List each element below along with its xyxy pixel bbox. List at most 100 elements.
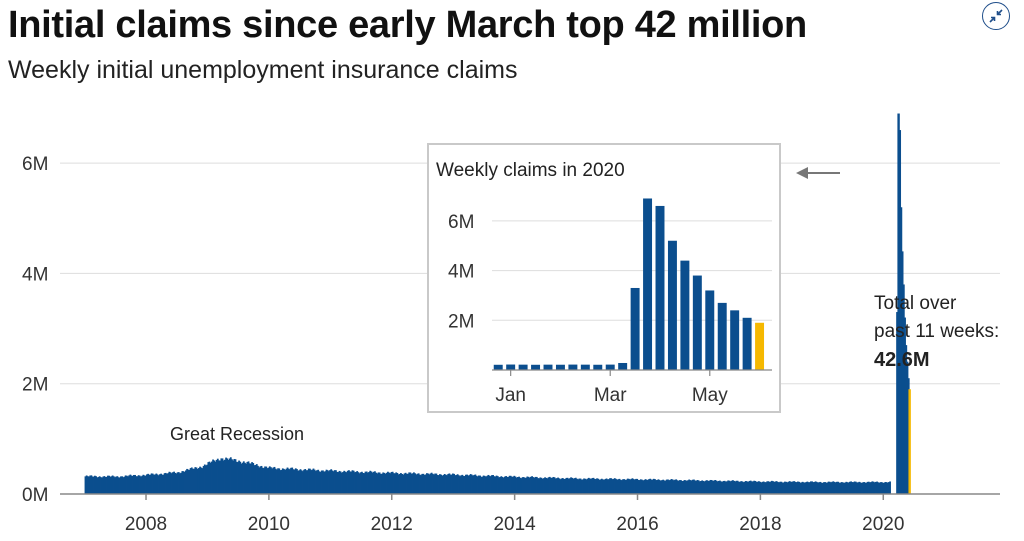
main-bar — [554, 478, 557, 494]
main-bar — [663, 480, 666, 494]
main-bar — [146, 474, 148, 494]
main-bar — [299, 469, 302, 494]
main-bar-2020 — [908, 389, 911, 494]
main-bar — [846, 482, 849, 494]
main-bar — [618, 478, 621, 494]
main-bar — [505, 476, 507, 494]
main-bar — [110, 476, 113, 494]
main-bar — [293, 469, 296, 494]
main-bar — [563, 478, 565, 494]
main-bar — [745, 480, 747, 494]
main-bar — [414, 473, 416, 494]
main-bar — [732, 480, 734, 494]
main-bar — [807, 482, 810, 494]
main-x-tick-label: 2012 — [371, 514, 413, 535]
main-bar — [859, 482, 862, 494]
main-bar — [433, 474, 435, 494]
main-bar — [114, 477, 116, 494]
main-bar — [390, 471, 393, 494]
main-bar — [494, 476, 497, 494]
main-bar — [611, 479, 614, 494]
main-bar — [229, 457, 232, 494]
main-bar — [537, 478, 539, 494]
main-bar — [792, 481, 795, 494]
main-bar — [164, 472, 167, 494]
main-bar — [837, 481, 839, 494]
main-bar — [488, 475, 491, 494]
main-bar — [697, 480, 700, 494]
main-bar — [411, 473, 414, 494]
main-bar — [592, 477, 595, 494]
main-x-axis — [60, 493, 1000, 500]
main-bar — [401, 473, 403, 494]
main-bar — [394, 473, 396, 494]
main-bar — [810, 481, 812, 494]
main-bar — [847, 482, 850, 494]
main-bar — [192, 468, 194, 494]
main-bar — [515, 477, 518, 494]
main-bar — [327, 471, 330, 494]
main-bar — [159, 474, 161, 494]
main-bar — [141, 475, 144, 494]
main-bar — [849, 481, 851, 494]
main-bar — [838, 482, 841, 494]
main-bar — [636, 478, 639, 494]
main-bar — [123, 476, 126, 494]
main-bar — [675, 479, 678, 494]
main-bar — [193, 468, 196, 494]
main-bar — [240, 463, 243, 494]
main-bar — [294, 468, 297, 494]
main-bar — [415, 474, 418, 494]
main-bar — [169, 472, 172, 494]
main-bar — [383, 472, 386, 494]
main-bar — [671, 479, 674, 494]
main-bar — [834, 482, 837, 494]
main-bar — [426, 473, 428, 494]
main-bar — [872, 481, 875, 494]
main-bar — [670, 479, 673, 494]
main-bar — [376, 473, 379, 494]
main-bar — [388, 472, 391, 494]
main-bar — [480, 476, 483, 494]
main-bar — [430, 472, 433, 494]
main-bar — [143, 475, 146, 494]
main-bar — [402, 474, 405, 494]
main-bar — [239, 461, 242, 494]
main-bar — [870, 482, 873, 494]
main-bar — [422, 473, 425, 494]
main-bar — [466, 474, 468, 494]
main-bar — [527, 476, 530, 494]
main-bar — [877, 482, 880, 494]
main-bar — [727, 480, 730, 494]
main-bar — [384, 473, 387, 494]
main-bar — [434, 473, 437, 494]
main-bar — [296, 469, 298, 494]
inset-bar — [531, 364, 541, 370]
main-bar — [869, 482, 871, 494]
main-bar — [656, 479, 659, 494]
total-annotation-line2: past 11 weeks: — [874, 321, 999, 342]
main-bar — [232, 460, 235, 494]
main-bar — [475, 475, 478, 494]
inset-bar — [730, 310, 740, 370]
main-bar — [598, 479, 601, 494]
main-bar — [678, 480, 681, 494]
main-bar — [687, 480, 689, 494]
main-bar — [443, 474, 446, 494]
main-bar — [795, 482, 798, 494]
main-bar — [548, 476, 551, 494]
main-bar — [530, 476, 532, 494]
main-bar — [657, 479, 660, 494]
main-bar — [324, 471, 327, 494]
main-bar — [221, 458, 224, 494]
main-bar — [397, 474, 400, 494]
main-bar — [112, 476, 115, 494]
main-bar — [416, 473, 419, 494]
main-bar — [476, 476, 479, 494]
main-bar — [538, 478, 541, 494]
collapse-button[interactable] — [982, 2, 1010, 30]
main-bar — [517, 477, 519, 494]
main-bar — [879, 482, 882, 494]
main-bar — [739, 481, 741, 494]
main-bar — [343, 470, 346, 494]
